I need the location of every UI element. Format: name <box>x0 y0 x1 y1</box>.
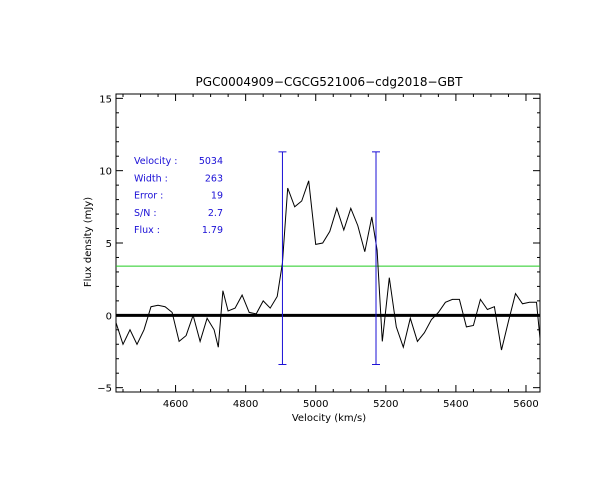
stat-label: Width : <box>134 173 168 184</box>
stat-label: Error : <box>134 191 163 202</box>
x-tick-label: 5000 <box>303 399 328 410</box>
stats-annotation: Velocity : 5034 Width : 263 Error : 19 S/N : 2.… <box>134 156 223 236</box>
plot-area: 4600 4800 5000 5200 5400 5600 −5 0 5 10 15 <box>97 93 541 410</box>
x-tick-label: 5200 <box>373 399 398 410</box>
stat-label: Velocity : <box>134 156 178 167</box>
stat-value: 5034 <box>199 156 223 167</box>
stat-value: 2.7 <box>208 208 223 219</box>
y-tick-label: −5 <box>97 384 112 395</box>
stat-value: 263 <box>205 173 223 184</box>
x-tick-label: 5400 <box>443 399 468 410</box>
x-axis-label: Velocity (km/s) <box>292 413 366 424</box>
y-tick-label: 5 <box>106 239 112 250</box>
stat-label: S/N : <box>134 208 157 219</box>
y-tick-label: 0 <box>106 311 112 322</box>
stat-value: 1.79 <box>202 225 223 236</box>
x-tick-label: 5600 <box>513 399 538 410</box>
y-tick-label: 15 <box>99 94 112 105</box>
spectrum-line <box>115 180 541 351</box>
x-tick-label: 4800 <box>233 399 258 410</box>
chart-title: PGC0004909−CGCG521006−cdg2018−GBT <box>196 75 464 89</box>
stat-value: 19 <box>211 191 223 202</box>
y-tick-label: 10 <box>99 167 112 178</box>
y-axis-label: Flux density (mJy) <box>83 197 94 287</box>
x-tick-label: 4600 <box>163 399 188 410</box>
stat-label: Flux : <box>134 225 160 236</box>
